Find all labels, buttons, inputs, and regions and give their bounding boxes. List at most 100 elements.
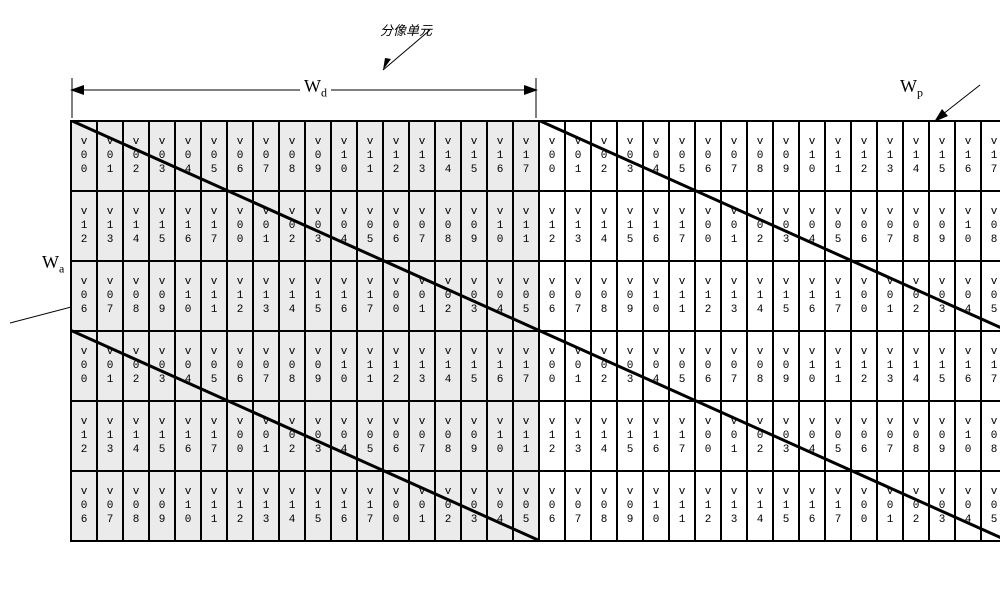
grid-cell: v13: [721, 261, 747, 331]
grid-cell: v07: [97, 471, 123, 541]
grid-cell: v08: [981, 401, 1000, 471]
grid-cell: v03: [149, 121, 175, 191]
grid-cell: v04: [799, 191, 825, 261]
grid-cell: v16: [799, 471, 825, 541]
grid-cell: v03: [773, 401, 799, 471]
grid-cell: v01: [253, 191, 279, 261]
grid-cell: v10: [487, 401, 513, 471]
grid-cell: v05: [201, 121, 227, 191]
grid-cell: v04: [487, 471, 513, 541]
grid-cell: v04: [799, 401, 825, 471]
grid-cell: v17: [201, 191, 227, 261]
grid-cell: v07: [409, 401, 435, 471]
grid-cell: v01: [409, 471, 435, 541]
grid-cell: v04: [955, 261, 981, 331]
grid-cell: v08: [903, 191, 929, 261]
grid-cell: v17: [981, 121, 1000, 191]
grid-cell: v15: [617, 191, 643, 261]
grid-cell: v17: [357, 261, 383, 331]
grid-cell: v14: [123, 191, 149, 261]
grid-cell: v03: [461, 261, 487, 331]
grid-cell: v16: [643, 191, 669, 261]
grid-cell: v03: [305, 191, 331, 261]
wp-label: Wp: [900, 76, 923, 101]
grid-cell: v12: [851, 121, 877, 191]
grid-cell: v14: [747, 471, 773, 541]
grid-cell: v01: [565, 121, 591, 191]
grid-cell: v02: [591, 121, 617, 191]
grid-cell: v10: [331, 331, 357, 401]
grid-cell: v15: [461, 331, 487, 401]
grid-cell: v08: [747, 331, 773, 401]
grid-cell: v11: [513, 191, 539, 261]
grid-cell: v13: [253, 261, 279, 331]
grid-cell: v16: [487, 331, 513, 401]
grid-cell: v16: [955, 331, 981, 401]
grid-cell: v03: [617, 121, 643, 191]
grid-cell: v07: [877, 401, 903, 471]
grid-cell: v16: [331, 471, 357, 541]
grid-cell: v05: [825, 191, 851, 261]
grid-cell: v09: [929, 191, 955, 261]
grid-cell: v08: [435, 401, 461, 471]
grid-cell: v11: [825, 121, 851, 191]
grid-cell: v17: [357, 471, 383, 541]
grid-cell: v00: [71, 331, 97, 401]
grid-cell: v05: [201, 331, 227, 401]
grid-cell: v11: [669, 261, 695, 331]
grid-cell: v03: [149, 331, 175, 401]
grid-cell: v09: [461, 191, 487, 261]
grid-cell: v14: [591, 191, 617, 261]
grid-cell: v07: [409, 191, 435, 261]
grid-cell: v13: [877, 331, 903, 401]
grid-cell: v09: [773, 121, 799, 191]
grid-cell: v16: [643, 401, 669, 471]
grid-cell: v06: [71, 471, 97, 541]
grid-cell: v05: [669, 331, 695, 401]
grid-cell: v04: [955, 471, 981, 541]
grid-cell: v15: [305, 471, 331, 541]
grid-row: v06v07v08v09v10v11v12v13v14v15v16v17v00v…: [71, 261, 1000, 331]
grid-cell: v08: [747, 121, 773, 191]
grid-row: v06v07v08v09v10v11v12v13v14v15v16v17v00v…: [71, 471, 1000, 541]
grid-cell: v10: [175, 471, 201, 541]
grid-cell: v12: [539, 401, 565, 471]
grid-cell: v13: [409, 331, 435, 401]
grid-cell: v01: [721, 401, 747, 471]
grid-cell: v07: [565, 471, 591, 541]
wd-sub: d: [321, 86, 327, 100]
grid-cell: v09: [929, 401, 955, 471]
grid-cell: v05: [357, 191, 383, 261]
grid-cell: v10: [955, 191, 981, 261]
grid-row: v12v13v14v15v16v17v00v01v02v03v04v05v06v…: [71, 401, 1000, 471]
pixel-grid: v00v01v02v03v04v05v06v07v08v09v10v11v12v…: [70, 120, 1000, 542]
grid-cell: v02: [279, 191, 305, 261]
grid-cell: v08: [903, 401, 929, 471]
grid-cell: v14: [903, 121, 929, 191]
grid-cell: v05: [669, 121, 695, 191]
grid-cell: v12: [695, 471, 721, 541]
grid-cell: v06: [851, 191, 877, 261]
grid-cell: v13: [409, 121, 435, 191]
grid-cell: v01: [877, 471, 903, 541]
grid-cell: v07: [877, 191, 903, 261]
grid-cell: v12: [227, 261, 253, 331]
grid-cell: v00: [539, 331, 565, 401]
grid-cell: v06: [383, 401, 409, 471]
grid-cell: v02: [279, 401, 305, 471]
grid-cell: v06: [227, 121, 253, 191]
grid-cell: v10: [955, 401, 981, 471]
grid-cell: v16: [487, 121, 513, 191]
grid-cell: v05: [513, 261, 539, 331]
grid-cell: v07: [253, 121, 279, 191]
grid-cell: v09: [305, 121, 331, 191]
grid-cell: v08: [279, 331, 305, 401]
grid-cell: v06: [695, 331, 721, 401]
grid-cell: v11: [201, 471, 227, 541]
grid-cell: v01: [877, 261, 903, 331]
grid-cell: v03: [773, 191, 799, 261]
grid-cell: v02: [591, 331, 617, 401]
grid-cell: v17: [825, 471, 851, 541]
grid-cell: v03: [929, 471, 955, 541]
wd-letter: W: [304, 76, 321, 96]
